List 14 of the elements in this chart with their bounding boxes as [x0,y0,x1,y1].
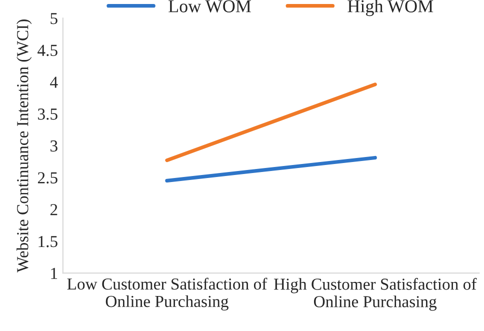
y-tick-label: 4.5 [38,44,58,56]
y-tick-label: 1.5 [38,236,58,248]
y-tick-label: 2 [50,204,58,216]
y-tick-label: 1 [51,268,58,279]
legend-label: Low WOM [168,0,251,12]
x-tick-label: High Customer Satisfaction of Online Purchasing [274,278,477,311]
x-tick-label: Low Customer Satisfaction of Online Purchasing [67,278,268,311]
y-tick-label: 3 [50,140,58,152]
y-axis-title: Website Continuance Intention (WCI) [16,20,32,272]
y-tick-label: 3.5 [38,108,58,120]
y-tick-label: 4 [50,76,58,88]
legend-label: High WOM [348,0,434,16]
y-tick-label: 5 [50,13,58,24]
y-tick-label: 2.5 [38,172,58,184]
